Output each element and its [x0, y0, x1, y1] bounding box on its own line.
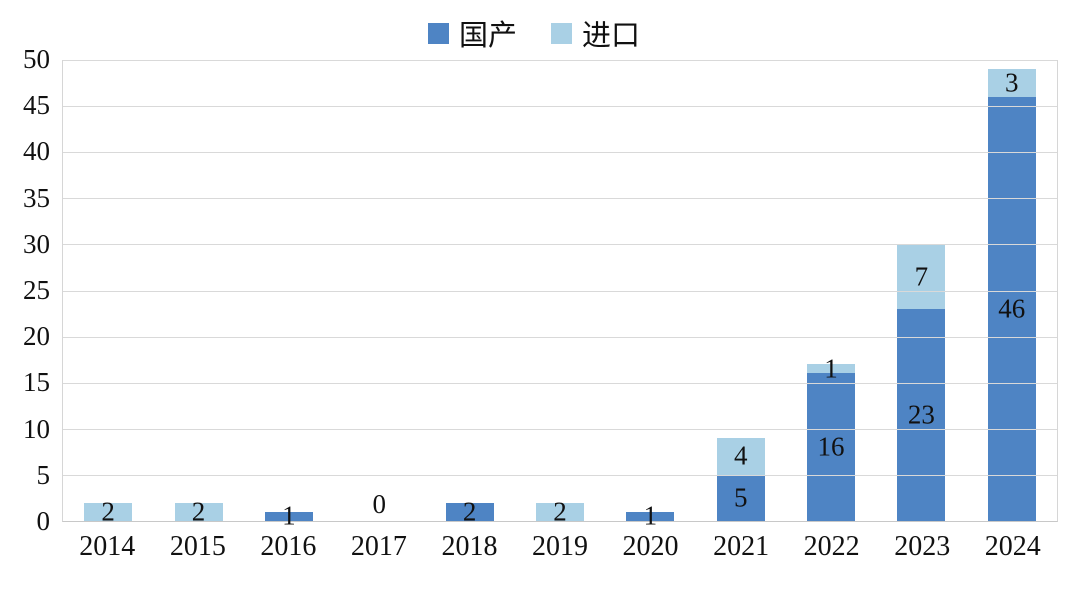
y-tick-label: 25 — [23, 274, 50, 305]
y-tick-label: 50 — [23, 43, 50, 74]
bar-stack: 2 — [174, 60, 223, 525]
gridline — [63, 60, 1057, 61]
y-tick-label: 20 — [23, 321, 50, 352]
bar-stack: 46 3 — [987, 60, 1036, 521]
bar-segment-domestic: 23 — [897, 308, 946, 521]
legend-swatch-domestic — [427, 22, 449, 44]
bar-column-2020: 1 — [605, 60, 695, 529]
bar-segment-import: 2 — [535, 498, 584, 525]
gridline — [63, 244, 1057, 246]
plot-area: 2 2 1 0 2 2 1 5 4 16 1 23 7 46 3 — [62, 60, 1058, 529]
x-tick-label: 2023 — [894, 531, 951, 562]
gridline — [63, 474, 1057, 476]
gridline — [63, 106, 1057, 108]
bar-segment-domestic: 16 — [807, 373, 856, 521]
bar-segment-import: 2 — [84, 498, 133, 525]
segment-value-label: 23 — [907, 399, 935, 430]
bar-segment-domestic: 1 — [264, 502, 313, 529]
legend-item-import: 进口 — [551, 12, 640, 54]
bar-segment-import: 1 — [807, 355, 856, 382]
zero-value-label: 0 — [372, 489, 387, 519]
chart-legend: 国产 进口 — [10, 12, 1058, 54]
gridline — [63, 198, 1057, 200]
bar-column-2016: 1 — [244, 60, 334, 529]
bar-column-2024: 46 3 — [967, 60, 1057, 521]
x-tick-label: 2020 — [622, 531, 679, 562]
x-tick-label: 2016 — [260, 531, 317, 562]
y-axis: 0 5 10 15 20 25 30 35 40 45 50 — [10, 45, 62, 534]
y-tick-label: 30 — [23, 228, 50, 259]
x-tick-label: 2022 — [803, 531, 860, 562]
legend-swatch-import — [551, 22, 572, 44]
segment-value-label: 1 — [824, 353, 838, 384]
segment-value-label: 2 — [462, 496, 477, 527]
bar-stack: 16 1 — [807, 60, 856, 521]
segment-value-label: 2 — [553, 496, 567, 527]
y-tick-label: 35 — [23, 182, 50, 213]
segment-value-label: 5 — [733, 482, 748, 513]
bar-column-2017: 0 — [334, 60, 424, 521]
bar-column-2018: 2 — [424, 60, 514, 525]
bar-segment-domestic: 1 — [626, 502, 675, 529]
y-tick-label: 15 — [23, 367, 50, 398]
y-tick-label: 45 — [23, 90, 50, 121]
bar-stack: 2 — [84, 60, 133, 525]
bar-segment-import: 3 — [987, 67, 1036, 98]
legend-item-domestic: 国产 — [427, 12, 517, 54]
segment-value-label: 2 — [191, 496, 206, 527]
y-tick-label: 0 — [36, 505, 51, 536]
bar-column-2022: 16 1 — [786, 60, 876, 521]
bar-segment-domestic: 5 — [716, 474, 765, 521]
legend-label-domestic: 国产 — [458, 20, 517, 52]
y-tick-label: 40 — [23, 136, 50, 167]
bar-stack: 23 7 — [897, 60, 946, 521]
x-tick-label: 2015 — [169, 531, 226, 562]
segment-value-label: 46 — [998, 293, 1026, 324]
segment-value-label: 4 — [733, 440, 748, 471]
gridline — [63, 428, 1057, 430]
x-tick-label: 2021 — [713, 531, 770, 562]
bar-column-2015: 2 — [153, 60, 243, 525]
x-tick-label: 2019 — [532, 531, 588, 562]
segment-value-label: 2 — [101, 496, 115, 527]
bar-column-2023: 23 7 — [876, 60, 966, 521]
gridline — [63, 336, 1057, 338]
x-tick-label: 2017 — [350, 531, 407, 562]
segment-value-label: 1 — [282, 500, 296, 531]
gridline — [63, 290, 1057, 292]
x-tick-label: 2014 — [79, 531, 136, 562]
bar-segment-import: 2 — [174, 498, 223, 525]
chart-body: 0 5 10 15 20 25 30 35 40 45 50 2 2 1 0 2 2 1 5 4 16 1 23 7 46 3 — [10, 45, 1058, 534]
bar-segment-domestic: 46 — [987, 96, 1036, 521]
y-tick-label: 10 — [23, 413, 50, 444]
bar-stack: 2 — [535, 60, 584, 525]
bar-segment-domestic: 2 — [445, 498, 494, 525]
bar-column-2014: 2 — [63, 60, 153, 525]
x-tick-label: 2024 — [984, 531, 1041, 562]
bars-container: 2 2 1 0 2 2 1 5 4 16 1 23 7 46 3 — [63, 60, 1057, 529]
bar-column-2019: 2 — [515, 60, 605, 525]
y-tick-label: 5 — [36, 459, 51, 490]
gridline — [63, 382, 1057, 384]
gridline — [63, 152, 1057, 154]
segment-value-label: 16 — [817, 431, 845, 462]
bar-stack: 1 — [626, 60, 675, 529]
segment-value-label: 1 — [643, 500, 658, 531]
x-axis: 2014 2015 2016 2017 2018 2019 2020 2021 2022 2023… — [62, 531, 1058, 563]
bar-stack: 1 — [264, 60, 313, 529]
segment-value-label: 7 — [914, 261, 929, 292]
bar-stack: 2 — [445, 60, 494, 525]
segment-value-label: 3 — [1005, 67, 1019, 98]
legend-label-import: 进口 — [582, 20, 641, 52]
x-tick-label: 2018 — [441, 531, 498, 562]
bar-segment-import: 4 — [716, 438, 765, 475]
bar-segment-import: 7 — [897, 244, 946, 309]
